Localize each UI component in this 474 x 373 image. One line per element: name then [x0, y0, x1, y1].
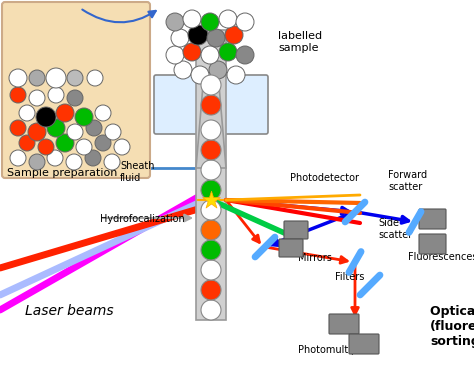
Circle shape: [201, 140, 221, 160]
Circle shape: [201, 75, 221, 95]
Circle shape: [95, 135, 111, 151]
Circle shape: [225, 26, 243, 44]
Circle shape: [56, 134, 74, 152]
Circle shape: [227, 66, 245, 84]
Circle shape: [201, 240, 221, 260]
Circle shape: [66, 154, 82, 170]
Circle shape: [38, 139, 54, 155]
Circle shape: [29, 70, 45, 86]
Circle shape: [76, 139, 92, 155]
Circle shape: [47, 119, 65, 137]
Text: Hydrofocalization: Hydrofocalization: [100, 214, 185, 224]
Circle shape: [29, 90, 45, 106]
Text: Forward
scatter: Forward scatter: [388, 170, 427, 192]
Circle shape: [201, 120, 221, 140]
Circle shape: [236, 46, 254, 64]
Circle shape: [47, 150, 63, 166]
Circle shape: [85, 150, 101, 166]
Circle shape: [166, 13, 184, 31]
Circle shape: [10, 120, 26, 136]
FancyBboxPatch shape: [349, 334, 379, 354]
Circle shape: [46, 68, 66, 88]
FancyBboxPatch shape: [419, 209, 446, 229]
Circle shape: [86, 120, 102, 136]
FancyBboxPatch shape: [284, 221, 308, 239]
Circle shape: [201, 46, 219, 64]
Circle shape: [201, 95, 221, 115]
Polygon shape: [196, 85, 226, 168]
Text: Filters: Filters: [335, 272, 365, 282]
Circle shape: [174, 61, 192, 79]
Text: Photomultipliers: Photomultipliers: [298, 345, 378, 355]
Circle shape: [75, 108, 93, 126]
Circle shape: [183, 10, 201, 28]
Circle shape: [67, 70, 83, 86]
Circle shape: [219, 43, 237, 61]
Circle shape: [104, 154, 120, 170]
FancyBboxPatch shape: [419, 234, 446, 254]
Circle shape: [183, 43, 201, 61]
Text: labelled
sample: labelled sample: [278, 31, 322, 53]
Circle shape: [114, 139, 130, 155]
Circle shape: [19, 105, 35, 121]
Text: Laser beams: Laser beams: [25, 304, 114, 318]
Circle shape: [28, 123, 46, 141]
Circle shape: [19, 135, 35, 151]
Bar: [196, 30, 226, 320]
Circle shape: [207, 29, 225, 47]
Point: [207, 197, 215, 203]
FancyBboxPatch shape: [154, 75, 268, 134]
Text: Sheath
fluid: Sheath fluid: [120, 161, 155, 183]
Text: Sample preparation: Sample preparation: [7, 168, 118, 178]
Circle shape: [10, 150, 26, 166]
Circle shape: [166, 46, 184, 64]
Circle shape: [191, 66, 209, 84]
Circle shape: [171, 29, 189, 47]
Circle shape: [9, 69, 27, 87]
Circle shape: [201, 180, 221, 200]
Circle shape: [56, 104, 74, 122]
Circle shape: [188, 25, 208, 45]
Text: Side
scatter: Side scatter: [378, 218, 412, 239]
Circle shape: [236, 13, 254, 31]
Text: Fluorescences: Fluorescences: [408, 252, 474, 262]
Circle shape: [29, 154, 45, 170]
Text: Mirrors: Mirrors: [298, 253, 332, 263]
Circle shape: [67, 124, 83, 140]
Circle shape: [201, 300, 221, 320]
Circle shape: [95, 105, 111, 121]
Circle shape: [201, 13, 219, 31]
FancyBboxPatch shape: [279, 239, 303, 257]
Circle shape: [36, 107, 56, 127]
Circle shape: [87, 70, 103, 86]
Circle shape: [219, 10, 237, 28]
Circle shape: [201, 200, 221, 220]
Circle shape: [105, 124, 121, 140]
Circle shape: [201, 280, 221, 300]
FancyBboxPatch shape: [329, 314, 359, 334]
Circle shape: [48, 87, 64, 103]
Text: Photodetector: Photodetector: [290, 173, 359, 183]
Circle shape: [209, 61, 227, 79]
FancyBboxPatch shape: [2, 2, 150, 178]
Circle shape: [201, 220, 221, 240]
Circle shape: [201, 160, 221, 180]
Text: Optical bench
(fluorescence
sorting): Optical bench (fluorescence sorting): [430, 305, 474, 348]
Circle shape: [10, 87, 26, 103]
Circle shape: [67, 90, 83, 106]
Circle shape: [201, 260, 221, 280]
